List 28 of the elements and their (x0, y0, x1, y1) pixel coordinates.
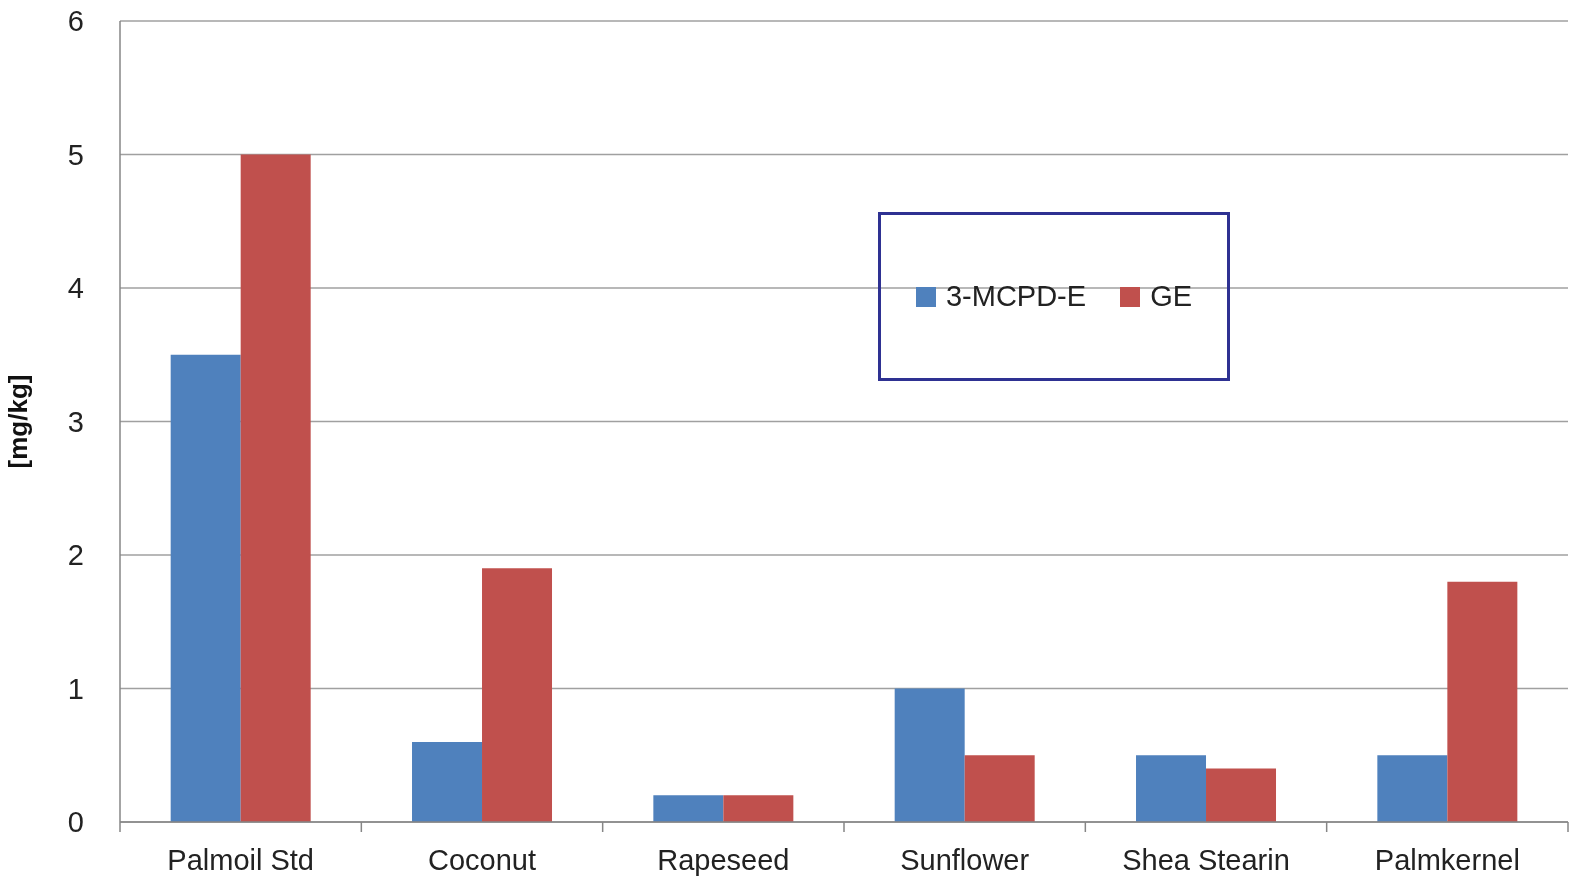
y-tick-label: 2 (67, 539, 84, 572)
x-tick-label: Shea Stearin (1122, 844, 1290, 876)
y-tick-label: 4 (67, 272, 84, 305)
y-tick-label: 5 (67, 138, 84, 171)
bar (240, 154, 311, 822)
bar (723, 795, 794, 822)
bar (653, 795, 724, 822)
bar (1136, 755, 1207, 822)
x-tick-label: Rapeseed (657, 844, 790, 876)
x-tick-label: Palmoil Std (167, 844, 314, 876)
y-tick-label: 6 (67, 5, 84, 38)
y-tick-label: 3 (67, 405, 84, 438)
bar (964, 755, 1035, 822)
bar (412, 741, 483, 822)
bar (170, 354, 241, 822)
bar (894, 688, 965, 822)
legend-label: GE (1150, 280, 1193, 313)
y-tick-label: 1 (67, 672, 84, 705)
x-tick-label: Palmkernel (1374, 844, 1520, 876)
bar (1377, 755, 1448, 822)
y-axis-title: [mg/kg] (3, 374, 34, 469)
legend-label: 3-MCPD-E (945, 280, 1087, 313)
bar (1206, 768, 1277, 822)
x-tick-label: Sunflower (900, 844, 1030, 876)
bar (482, 568, 553, 822)
bar (1447, 581, 1518, 822)
y-tick-label: 0 (67, 806, 84, 839)
x-tick-label: Coconut (427, 844, 537, 876)
